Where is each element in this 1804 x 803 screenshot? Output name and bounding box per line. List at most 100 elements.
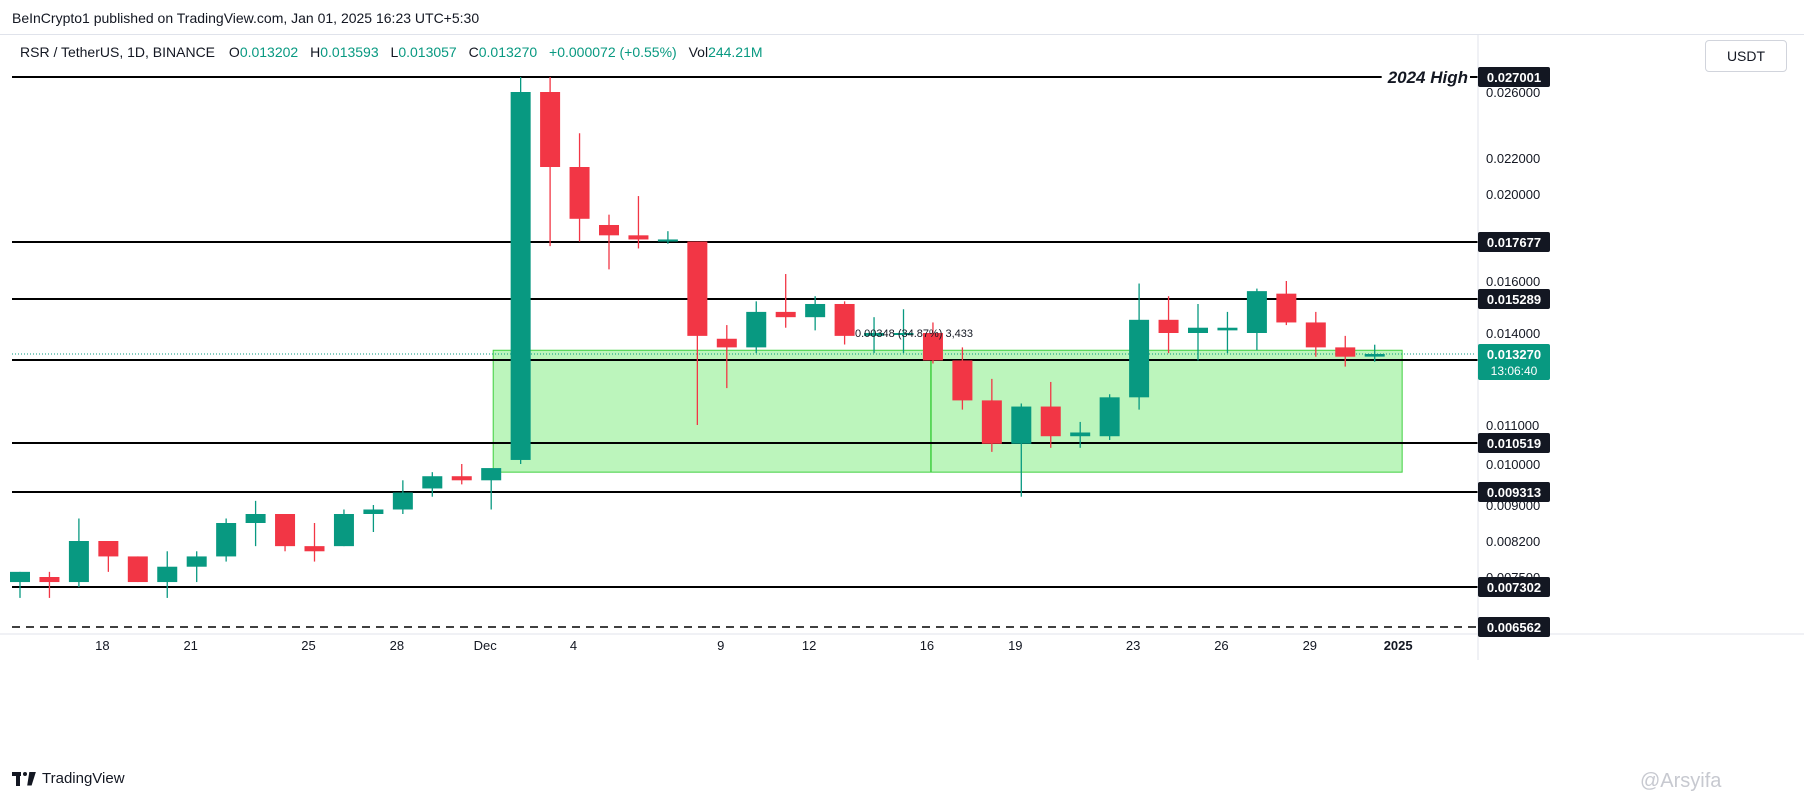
level-value: 0.006562 [1487, 620, 1541, 635]
candle [922, 322, 943, 364]
candle [1246, 288, 1267, 351]
candles-layer: 0.00348 (34.87%) 3,433 [10, 77, 1385, 598]
level-label-1: 0.017677 [1478, 232, 1550, 252]
candle [628, 196, 649, 249]
x-tick-label: 19 [1008, 638, 1022, 653]
candle-body [1246, 291, 1267, 333]
candle-body [1364, 354, 1385, 357]
candle-body [451, 476, 472, 481]
last-price-value: 0.013270 [1487, 347, 1541, 362]
candle-body [1011, 406, 1032, 444]
candle [216, 518, 237, 562]
candle-body [333, 514, 354, 547]
level-label-0: 0.027001 [1478, 67, 1550, 87]
candle-body [1188, 327, 1208, 333]
candle-body [1335, 347, 1356, 357]
candle-body [1099, 397, 1120, 437]
candle-body [216, 523, 237, 557]
candle-body [805, 303, 826, 318]
y-tick-label: 0.020000 [1486, 187, 1540, 202]
candle [981, 378, 1002, 452]
candle [333, 509, 354, 547]
candle [157, 551, 178, 598]
level-value: 0.009313 [1487, 485, 1541, 500]
y-tick-label: 0.014000 [1486, 326, 1540, 341]
y-tick-label: 0.008200 [1486, 534, 1540, 549]
candle [1364, 344, 1385, 362]
y-tick-label: 0.026000 [1486, 85, 1540, 100]
candle-body [922, 333, 943, 361]
x-tick-label: 21 [183, 638, 197, 653]
candle [687, 241, 708, 425]
level-label-5: 0.009313 [1478, 482, 1550, 502]
level-label-bg [1478, 67, 1550, 87]
candle-body [864, 333, 885, 336]
candle-body [245, 514, 266, 523]
y-tick-label: 0.011000 [1486, 418, 1539, 433]
candle [1217, 311, 1238, 354]
x-tick-label: 9 [717, 638, 724, 653]
level-label-6: 0.007302 [1478, 577, 1550, 597]
candle [1040, 381, 1061, 448]
candle [186, 551, 207, 583]
candle [451, 464, 472, 485]
accumulation-zone [492, 349, 1403, 473]
last-price-bg [1478, 344, 1550, 380]
horizontal-levels-layer: 2024 High [12, 68, 1479, 628]
level-value: 0.015289 [1487, 292, 1541, 307]
candle-body [422, 476, 443, 489]
candle [481, 468, 502, 510]
candle [952, 347, 973, 410]
candle-body [127, 556, 148, 583]
candle [746, 301, 767, 354]
tradingview-logo[interactable]: TradingView [12, 770, 125, 787]
level-label-2: 0.015289 [1478, 289, 1550, 309]
candle [540, 77, 561, 247]
candle-body [304, 546, 325, 552]
candle [510, 77, 531, 464]
level-note: 2024 High [1387, 68, 1468, 87]
candle-body [1217, 327, 1238, 331]
candle [68, 518, 89, 588]
x-tick-label: 18 [95, 638, 109, 653]
candle [422, 472, 443, 497]
candle [1158, 296, 1179, 354]
candle [275, 514, 296, 552]
candle-body [893, 333, 914, 335]
candle-body [186, 556, 207, 567]
candle-body [952, 360, 973, 401]
candle-body [392, 492, 413, 510]
candle-body [481, 468, 502, 481]
level-label-bg [1478, 617, 1550, 637]
candle [657, 231, 678, 244]
candle-body [1158, 319, 1179, 333]
candle-body [98, 541, 119, 557]
high-value: 0.013593 [320, 44, 379, 60]
candle-body [275, 514, 296, 547]
x-tick-label: 25 [301, 638, 315, 653]
candle-body [39, 577, 60, 583]
currency-button[interactable]: USDT [1705, 40, 1787, 72]
x-tick-label: 29 [1303, 638, 1317, 653]
x-tick-label: Dec [474, 638, 498, 653]
high-key: H [310, 44, 321, 60]
level-label-4: 0.010519 [1478, 433, 1550, 453]
candle-body [1040, 406, 1061, 437]
candle [363, 505, 384, 532]
close-key: C [468, 44, 479, 60]
candle-body [540, 92, 561, 167]
candle-body [510, 92, 531, 460]
level-label-7: 0.006562 [1478, 617, 1550, 637]
candle [10, 571, 30, 598]
measure-label: 0.00348 (34.87%) 3,433 [855, 328, 973, 340]
level-label-bg [1478, 577, 1550, 597]
chart-pane[interactable] [0, 34, 1804, 775]
candle-body [834, 303, 855, 336]
candle [1011, 403, 1032, 497]
y-tick-label: 0.022000 [1486, 151, 1540, 166]
level-label-bg [1478, 289, 1550, 309]
accumulation-zone-layer [492, 349, 1403, 473]
candle [716, 325, 737, 389]
candle-body [1129, 319, 1150, 398]
